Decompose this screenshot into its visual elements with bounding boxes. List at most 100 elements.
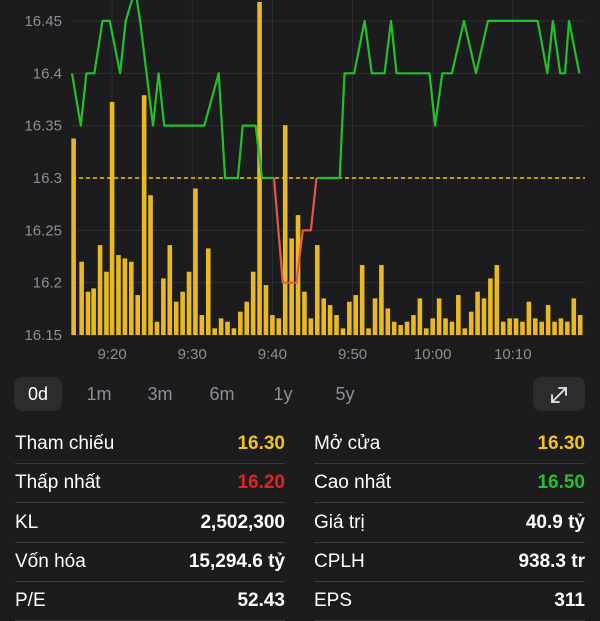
volume-bar xyxy=(122,258,128,335)
volume-bar xyxy=(488,278,493,335)
stat-label: EPS xyxy=(314,590,353,612)
volume-bar xyxy=(500,321,506,335)
volume-bar xyxy=(161,278,166,335)
x-tick-label: 9:30 xyxy=(178,346,207,363)
volume-bar xyxy=(71,138,76,335)
stat-divider xyxy=(15,580,285,582)
volume-bar xyxy=(430,318,436,335)
volume-bar xyxy=(347,301,352,335)
volume-bar xyxy=(372,298,378,335)
volume-bar xyxy=(462,328,468,335)
volume-bar xyxy=(494,265,500,335)
y-tick-label: 16.45 xyxy=(24,13,62,30)
volume-bar xyxy=(385,308,391,335)
volume-bar xyxy=(199,315,205,335)
volume-bar xyxy=(129,261,134,335)
volume-bar xyxy=(276,318,282,335)
range-tab-1m[interactable]: 1m xyxy=(86,384,112,404)
volume-bar xyxy=(359,265,365,335)
range-tab-5y[interactable]: 5y xyxy=(335,384,355,404)
expand-chart-button[interactable] xyxy=(533,377,585,411)
volume-bar xyxy=(257,2,262,335)
volume-bar xyxy=(270,315,275,335)
stat-value: 15,294.6 tỷ xyxy=(188,550,285,572)
stat-divider xyxy=(314,463,585,464)
range-tab-0d[interactable]: 0d xyxy=(14,377,62,411)
volume-bar xyxy=(148,195,153,335)
stat-divider xyxy=(15,541,285,543)
stat-label: Giá trị xyxy=(314,511,365,533)
volume-bar xyxy=(533,318,538,335)
volume-bar xyxy=(558,318,564,335)
volume-bar xyxy=(218,318,224,335)
volume-bar xyxy=(539,321,545,335)
volume-bar xyxy=(250,271,256,335)
intraday-price-chart[interactable]: 16.45 16.4 16.35 16.3 16.25 16.2 16.15 9:20 9:3… xyxy=(0,0,600,375)
volume-bar xyxy=(154,321,160,335)
stat-label: Cao nhất xyxy=(314,472,392,494)
volume-bar xyxy=(282,125,288,336)
x-tick-label: 9:50 xyxy=(338,346,367,363)
volume-bar xyxy=(481,298,487,335)
volume-bar xyxy=(109,101,115,336)
volume-bar xyxy=(327,305,333,335)
price-line-series xyxy=(70,0,581,284)
stat-label: P/E xyxy=(15,590,46,612)
volume-bar xyxy=(565,321,570,335)
volume-bar xyxy=(391,321,397,335)
y-tick-label: 16.3 xyxy=(33,170,62,187)
volume-bar xyxy=(212,328,217,335)
stats-row: KL 2,502,300 Giá trị 40.9 tỷ xyxy=(0,504,600,543)
range-tab-1y[interactable]: 1y xyxy=(273,384,293,404)
y-tick-label: 16.15 xyxy=(24,327,62,344)
volume-bar xyxy=(468,311,474,335)
expand-arrows-icon xyxy=(551,387,567,403)
volume-bar xyxy=(85,291,91,335)
volume-bar xyxy=(404,321,410,335)
stat-label: KL xyxy=(15,511,39,533)
volume-bar xyxy=(141,95,147,336)
x-tick-label: 9:20 xyxy=(97,346,126,363)
volume-bar xyxy=(353,295,359,335)
volume-bar xyxy=(186,271,192,335)
volume-bar xyxy=(423,328,429,335)
stat-value: 16.30 xyxy=(537,433,585,454)
y-tick-label: 16.4 xyxy=(33,65,62,82)
volume-bar xyxy=(205,248,211,335)
volume-bar xyxy=(289,238,294,335)
volume-bar xyxy=(520,321,525,335)
volume-bar xyxy=(193,188,198,335)
stat-value: 311 xyxy=(554,590,585,612)
x-tick-label: 9:40 xyxy=(258,346,287,363)
y-tick-label: 16.25 xyxy=(24,222,62,239)
x-tick-label: 10:00 xyxy=(414,346,452,363)
volume-bar xyxy=(167,245,173,335)
range-tab-6m[interactable]: 6m xyxy=(209,384,235,404)
volume-bar xyxy=(577,315,583,335)
time-range-selector: 0d 1m 3m 6m 1y 5y xyxy=(0,375,600,415)
volume-bar xyxy=(238,311,243,335)
volume-bar xyxy=(173,301,179,335)
stats-row: P/E 52.43 EPS 311 xyxy=(0,582,600,621)
volume-bar xyxy=(366,328,371,335)
volume-bar xyxy=(552,321,557,335)
volume-bar xyxy=(456,295,461,335)
stat-label: Vốn hóa xyxy=(15,550,86,572)
range-tab-3m[interactable]: 3m xyxy=(147,384,173,404)
volume-bar xyxy=(340,328,346,335)
volume-bar xyxy=(475,291,480,335)
volume-bar xyxy=(97,245,103,335)
stat-value: 16.50 xyxy=(537,472,585,494)
volume-bar xyxy=(244,301,250,335)
volume-bar xyxy=(379,265,384,335)
volume-bar xyxy=(91,288,96,335)
stat-label: Mở cửa xyxy=(314,433,381,454)
volume-bar xyxy=(507,318,512,335)
volume-bar xyxy=(116,255,121,335)
price-line-up xyxy=(70,0,274,180)
volume-bar xyxy=(545,305,551,335)
volume-bar xyxy=(321,298,326,335)
x-tick-label: 10:10 xyxy=(494,346,532,363)
y-tick-label: 16.2 xyxy=(33,275,62,292)
x-axis-tick-labels: 9:20 9:30 9:40 9:50 10:00 10:10 xyxy=(97,346,531,363)
